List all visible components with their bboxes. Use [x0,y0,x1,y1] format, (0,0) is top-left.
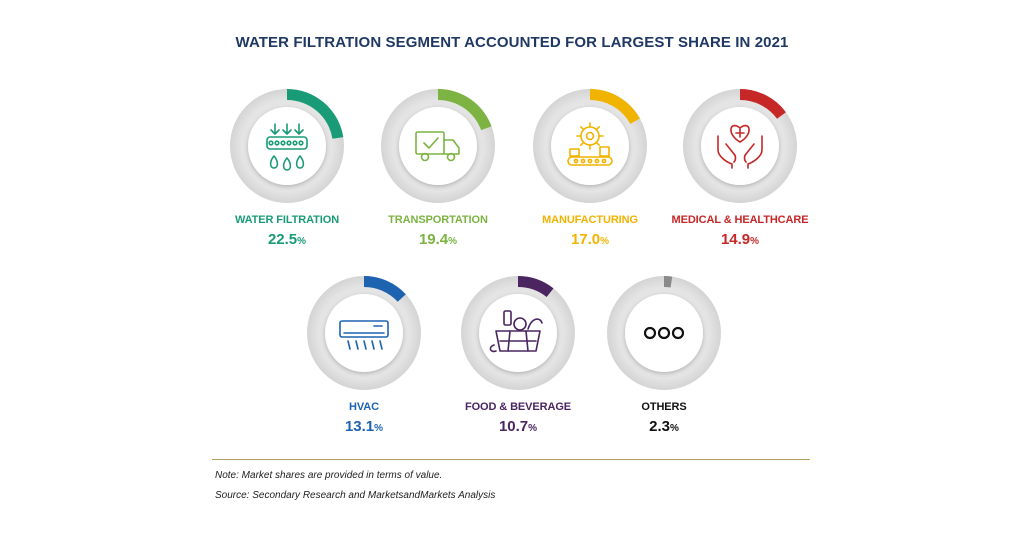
more-dots-icon [643,326,685,340]
footnote: Note: Market shares are provided in term… [215,470,443,481]
segment-hvac [307,276,421,390]
footer-divider [212,459,810,460]
share-arc [740,89,786,119]
water-filtration-icon [266,123,308,171]
segment-value: 14.9% [720,231,760,248]
icon-disc [625,294,703,372]
segment-value: 19.4% [418,231,458,248]
icon-disc [399,107,477,185]
segment-others [607,276,721,390]
segment-label: HVAC [349,401,379,413]
segment-food-and-beverage [461,276,575,390]
chart-title: WATER FILTRATION SEGMENT ACCOUNTED FOR L… [235,34,789,51]
segment-water-filtration [230,89,344,203]
segment-transportation [381,89,495,203]
segment-label: FOOD & BEVERAGE [464,401,572,413]
food-basket-icon [489,310,543,353]
segment-label: TRANSPORTATION [388,214,488,226]
delivery-truck-icon [415,131,460,162]
segment-value: 17.0% [570,231,610,248]
icon-disc [701,107,779,185]
segment-manufacturing [533,89,647,203]
share-arc [518,276,554,298]
air-conditioner-icon [339,320,389,350]
segment-label: OTHERS [641,401,687,413]
segment-label: MANUFACTURING [542,214,638,226]
segment-label: MEDICAL & HEALTHCARE [671,214,809,226]
segment-medical-and-healthcare [683,89,797,203]
share-arc [364,276,406,302]
segment-value: 22.5% [267,231,307,248]
source-note: Source: Secondary Research and Marketsan… [215,490,496,501]
segment-value: 2.3% [649,418,679,435]
segment-label: WATER FILTRATION [234,214,340,226]
segment-value: 10.7% [498,418,538,435]
icon-disc [479,294,557,372]
share-arc [590,89,640,124]
share-arc [287,89,344,139]
segment-value: 13.1% [344,418,384,435]
icon-disc [248,107,326,185]
share-arc [438,89,492,131]
gear-conveyor-icon [567,122,613,166]
share-arc [664,276,673,288]
heart-hands-icon [717,124,763,169]
